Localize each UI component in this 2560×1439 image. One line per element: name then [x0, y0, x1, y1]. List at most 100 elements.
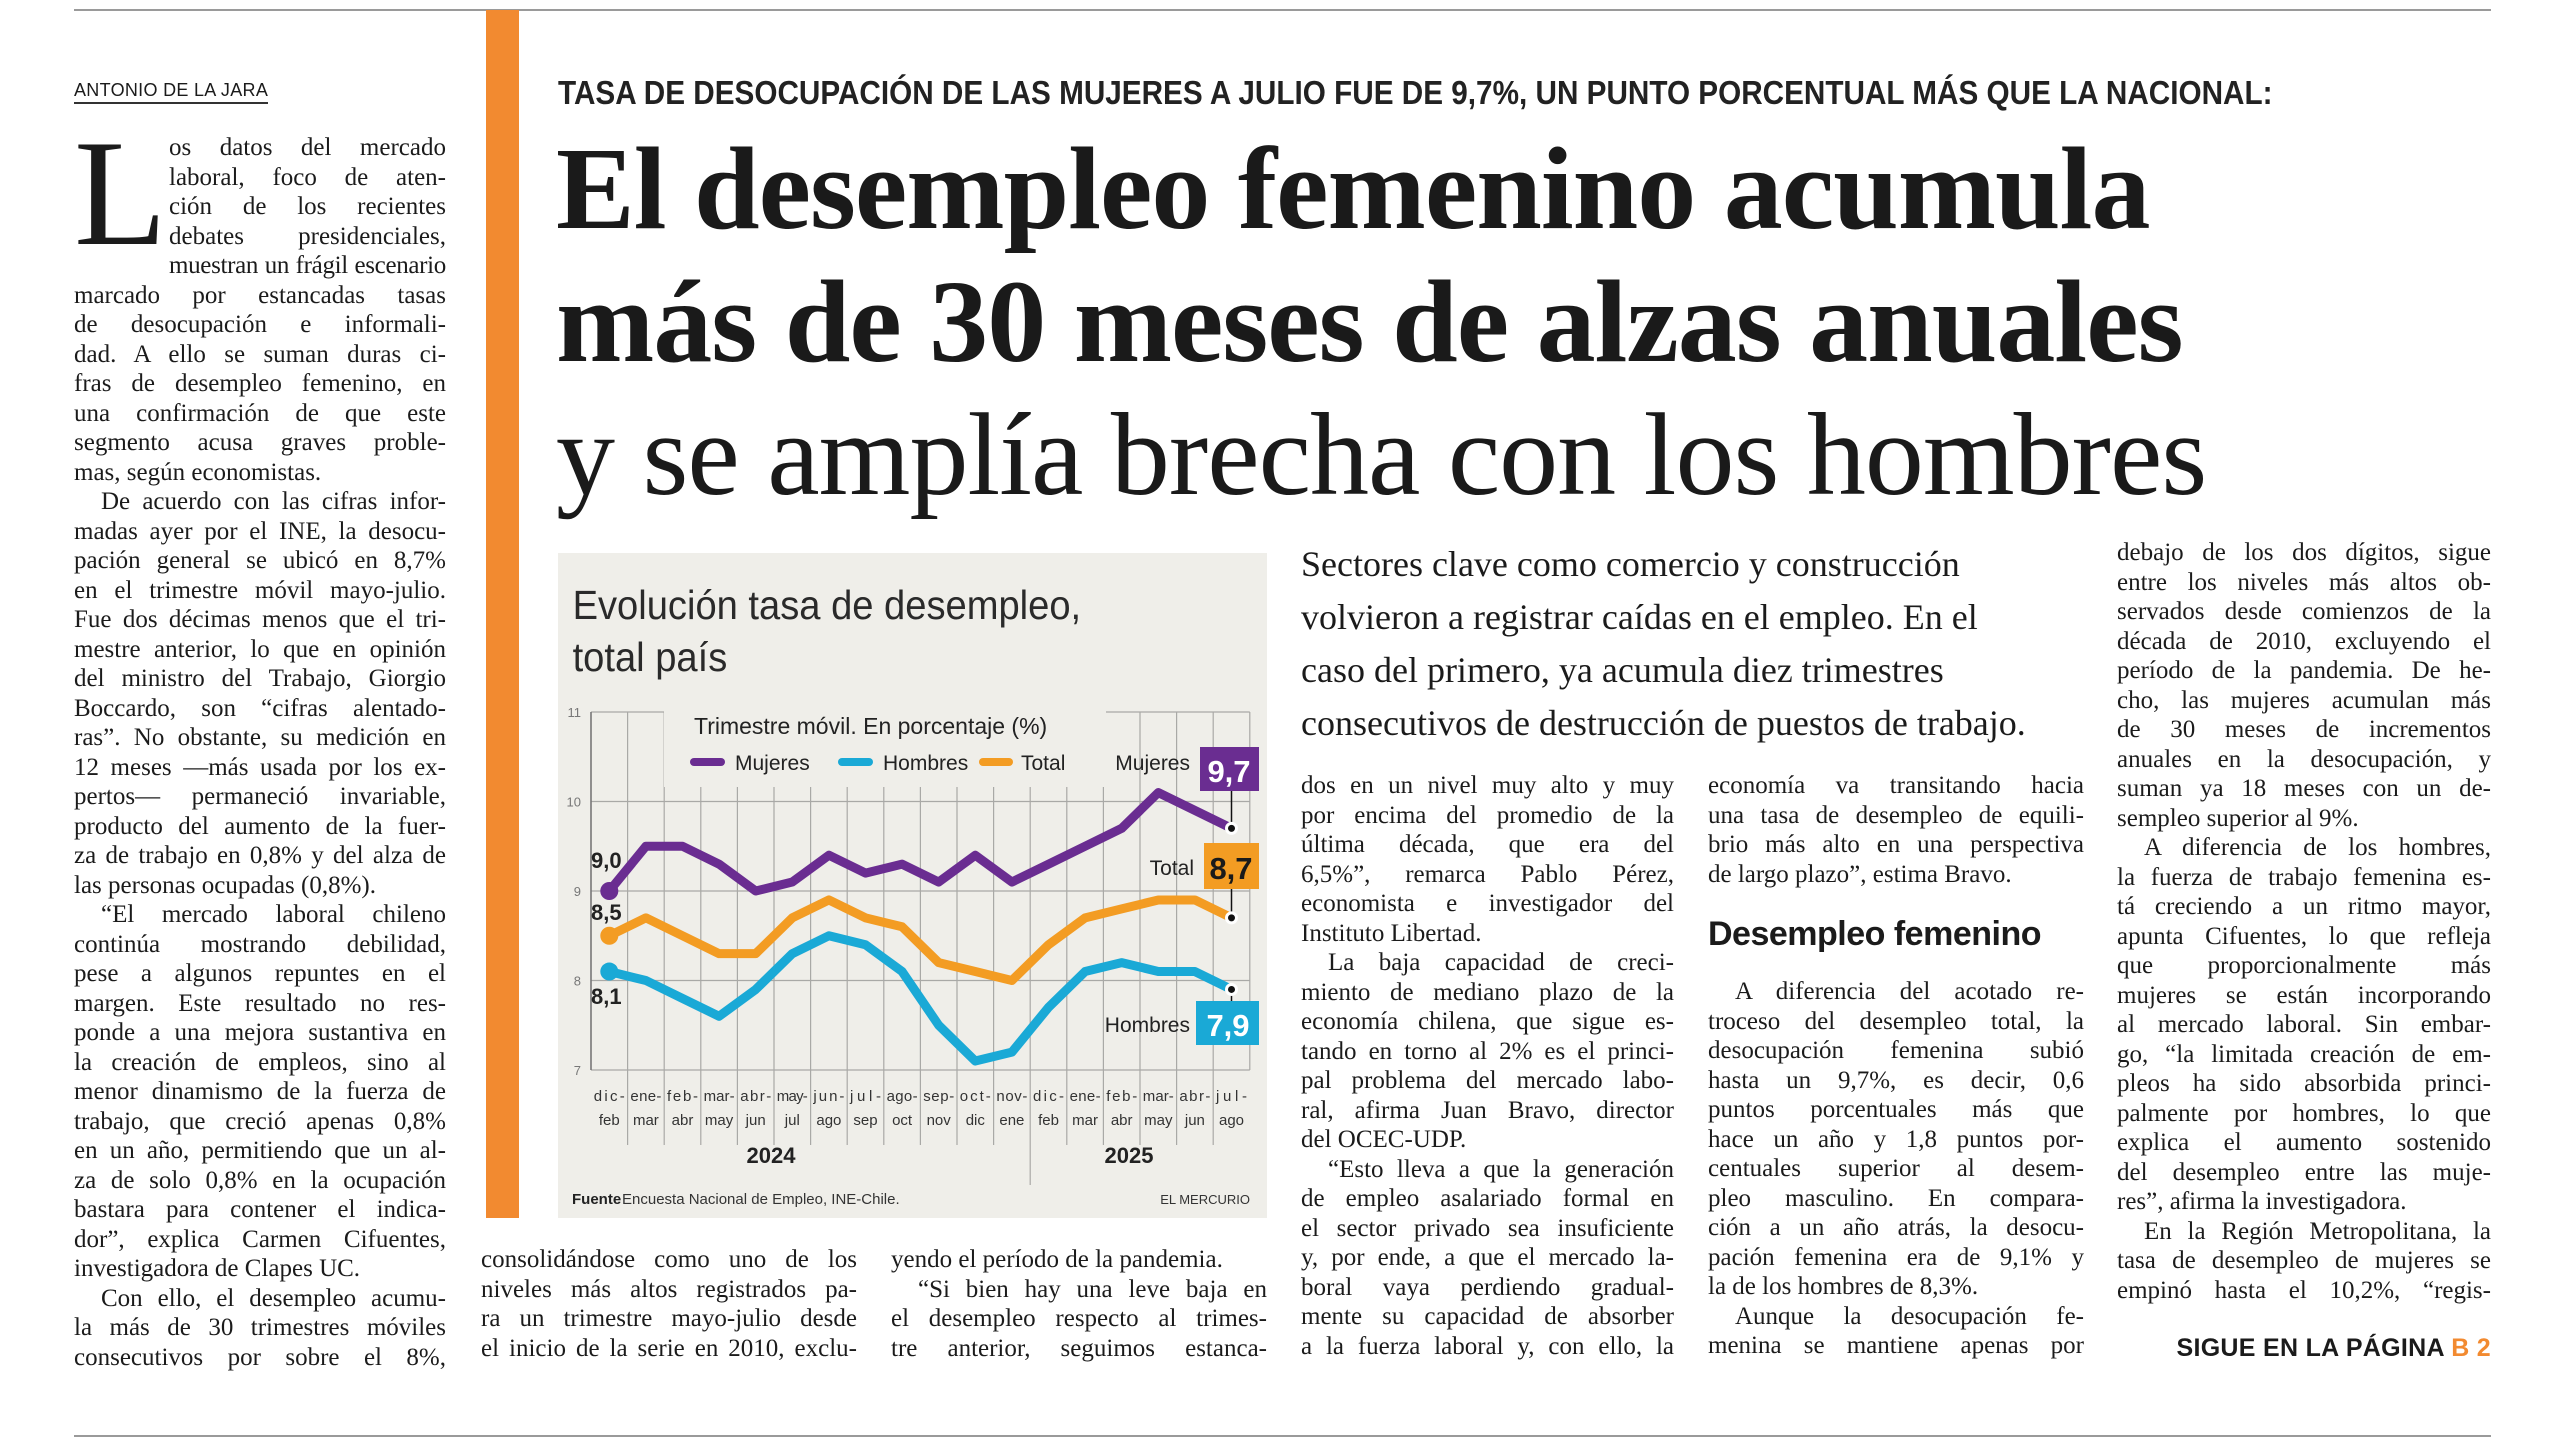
text-line: una tasa de desempleo de equili- [1708, 801, 2084, 829]
x-tick-label: ago [816, 1112, 841, 1129]
x-tick-label: dic- [1033, 1088, 1064, 1105]
article-column-3: yendo el período de la pandemia. “Si bien… [891, 1245, 1267, 1363]
x-tick-label: feb- [1106, 1088, 1137, 1105]
end-label-name-hombres: Hombres [1105, 1014, 1190, 1037]
text-line: segmento acusa graves proble- [74, 429, 446, 456]
text-line: pal problema del mercado labo- [1301, 1067, 1674, 1094]
text-line: tá creciendo a un ritmo mayor, [2117, 893, 2491, 920]
x-tick-label: may [705, 1112, 734, 1129]
text-line: La baja capacidad de creci- [1328, 949, 1674, 976]
text-line: empinó hasta el 10,2%, “regis- [2117, 1276, 2491, 1304]
x-tick-label: jun [1184, 1112, 1205, 1129]
text-line: anuales en la desocupación, y [2117, 745, 2491, 773]
x-tick-label: nov- [996, 1088, 1027, 1105]
text-line: en un año, permitiendo que un al- [74, 1137, 446, 1164]
x-tick-label: mar- [704, 1088, 735, 1105]
x-tick-label: jun [745, 1112, 766, 1129]
drop-cap: L [74, 109, 167, 277]
text-line: desocupación femenina subió [1708, 1037, 2084, 1064]
continued-page-number: B 2 [2451, 1334, 2491, 1362]
headline: El desempleo femenino acumula más de 30 … [556, 122, 2207, 521]
text-line: período de la pandemia. De he- [2117, 657, 2491, 684]
source-label: Fuente [572, 1191, 621, 1208]
text-line: Fue dos décimas menos que el tri- [74, 606, 446, 633]
x-tick-label: abr- [740, 1088, 771, 1105]
chart-title-line: total país [573, 635, 728, 681]
text-line: bastara para contener el indica- [74, 1196, 446, 1223]
text-line: economía va transitando hacia [1708, 772, 2084, 799]
text-line: ras”. No obstante, su medición en [74, 724, 446, 751]
data-point-total-end [1225, 911, 1238, 925]
pull-quote-line: Sectores clave como comercio y construcc… [1301, 544, 1960, 584]
text-line: por encima del promedio de la [1301, 801, 1674, 829]
text-line: la de los hombres de 8,3%. [1708, 1273, 1979, 1300]
byline: ANTONIO DE LA JARA [74, 80, 269, 104]
source-text: Encuesta Nacional de Empleo, INE-Chile. [622, 1191, 900, 1208]
start-value-total: 8,5 [591, 900, 622, 925]
article-column-1: L os datos del mercado laboral, foco de a… [74, 109, 446, 1372]
x-tick-label: mar [1072, 1112, 1098, 1129]
text-line: menor dinamismo de la fuerza de [74, 1078, 446, 1105]
chart-series [600, 788, 1238, 1066]
text-line: mujeres se están incorporando [2117, 981, 2491, 1009]
text-line: ra un trimestre mayo-julio desde [481, 1305, 857, 1332]
text-line: del desempleo entre las muje- [2117, 1158, 2491, 1186]
text-line: De acuerdo con las cifras infor- [101, 488, 446, 515]
text-line: mestre anterior, lo que en opinión [74, 635, 446, 663]
text-line: debates presidenciales, [169, 222, 446, 250]
text-line: década de 2010, excluyendo el [2117, 627, 2491, 655]
x-tick-label: nov [927, 1112, 952, 1129]
series-line-mujeres [604, 788, 1236, 896]
text-line: la más de 30 trimestres móviles [74, 1314, 446, 1341]
text-line: pese a algunos repuntes en el [74, 960, 446, 987]
end-value-total: 8,7 [1209, 851, 1252, 886]
end-value-box-mujeres [1200, 747, 1259, 791]
kicker: TASA DE DESOCUPACIÓN DE LAS MUJERES A JU… [558, 74, 2273, 111]
text-line: de 30 meses de incrementos [2117, 716, 2491, 743]
text-line: la creación de empleos, sino al [74, 1048, 446, 1076]
text-line: niveles más altos registrados pa- [481, 1275, 857, 1303]
text-line: de desocupación e informali- [74, 311, 446, 338]
text-line: pertos— permaneció invariable, [74, 783, 446, 810]
legend-backdrop [664, 703, 1106, 787]
unemployment-chart: 11 10 9 8 7 dic-feb ene-mar feb-abr mar-may abr-j… [558, 553, 1267, 1218]
text-line: “Si bien hay una leve baja en [918, 1275, 1267, 1303]
end-value-box-hombres [1196, 1001, 1259, 1045]
top-rule [74, 9, 2491, 11]
start-value-mujeres: 9,0 [591, 848, 622, 873]
text-line: el inicio de la serie en 2010, exclu- [481, 1334, 857, 1362]
data-point-total-start [600, 926, 619, 945]
text-line: el desempleo respecto al trimes- [891, 1305, 1267, 1332]
text-line: Instituto Libertad. [1301, 919, 1482, 947]
pull-quote-line: volvieron a registrar caídas en el emple… [1301, 597, 1978, 637]
x-tick-label: abr [672, 1112, 694, 1129]
continued-on-page[interactable]: SIGUE EN LA PÁGINA B 2 [2176, 1334, 2491, 1363]
text-line: ción de los recientes [169, 193, 446, 220]
text-line: “El mercado laboral chileno [101, 901, 446, 928]
text-line: hace un año y 1,8 puntos por- [1708, 1125, 2084, 1153]
text-line: En la Región Metropolitana, la [2144, 1217, 2491, 1245]
text-line: yendo el período de la pandemia. [891, 1246, 1223, 1273]
text-line: troceso del desempleo total, la [1708, 1007, 2084, 1035]
text-line: en el trimestre móvil mayo-julio. [74, 576, 446, 604]
data-point-mujeres-end [1225, 821, 1238, 835]
text-line: tando en torno al 2% es el princi- [1301, 1037, 1674, 1065]
x-tick-label: ene- [1070, 1088, 1101, 1105]
x-tick-label: oct [892, 1112, 913, 1129]
text-line: el sector privado sea insuficiente [1301, 1214, 1674, 1242]
data-point-hombres-start [600, 962, 619, 981]
x-tick-label: jun- [812, 1088, 844, 1105]
text-line: suman ya 18 meses con un de- [2117, 775, 2491, 802]
series-line-hombres [604, 931, 1236, 1066]
x-tick-label: oct- [960, 1088, 991, 1105]
headline-line: más de 30 meses de alzas anuales [556, 256, 2184, 387]
text-line: sempleo superior al 9%. [2117, 804, 2359, 832]
text-line: tre anterior, seguimos estanca- [891, 1334, 1267, 1362]
legend-label: Hombres [883, 752, 968, 775]
accent-bar [486, 10, 519, 1218]
x-tick-label: jul- [1215, 1088, 1247, 1105]
text-line: dad. A ello se suman duras ci- [74, 340, 446, 368]
x-tick-label: mar [633, 1112, 659, 1129]
pull-quote-line: caso del primero, ya acumula diez trimes… [1301, 650, 1944, 690]
text-line: pación femenina era de 9,1% y [1708, 1243, 2084, 1271]
